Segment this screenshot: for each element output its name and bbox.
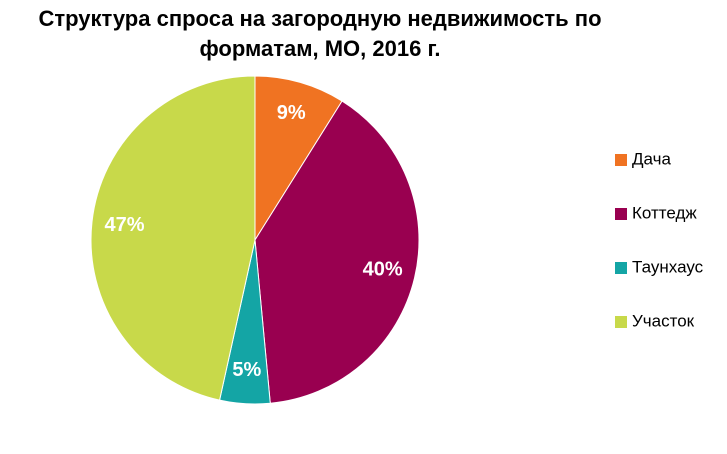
- data-label: 47%: [105, 214, 145, 236]
- legend-label: Дача: [632, 149, 671, 168]
- data-label: 40%: [363, 259, 403, 281]
- legend-swatch: [615, 208, 627, 220]
- pie-slice: [254, 100, 420, 404]
- data-label: 9%: [277, 102, 306, 124]
- legend-swatch: [615, 262, 627, 274]
- legend-label: Коттедж: [632, 203, 697, 222]
- chart-title: Структура спроса на загородную недвижимо…: [38, 6, 602, 61]
- legend-swatch: [615, 154, 627, 166]
- data-label: 5%: [232, 359, 261, 381]
- legend-label: Участок: [632, 311, 695, 330]
- legend-swatch: [615, 316, 627, 328]
- pie-slice: [90, 75, 256, 401]
- pie-slice: [254, 75, 343, 242]
- legend-label: Таунхаус: [632, 257, 704, 276]
